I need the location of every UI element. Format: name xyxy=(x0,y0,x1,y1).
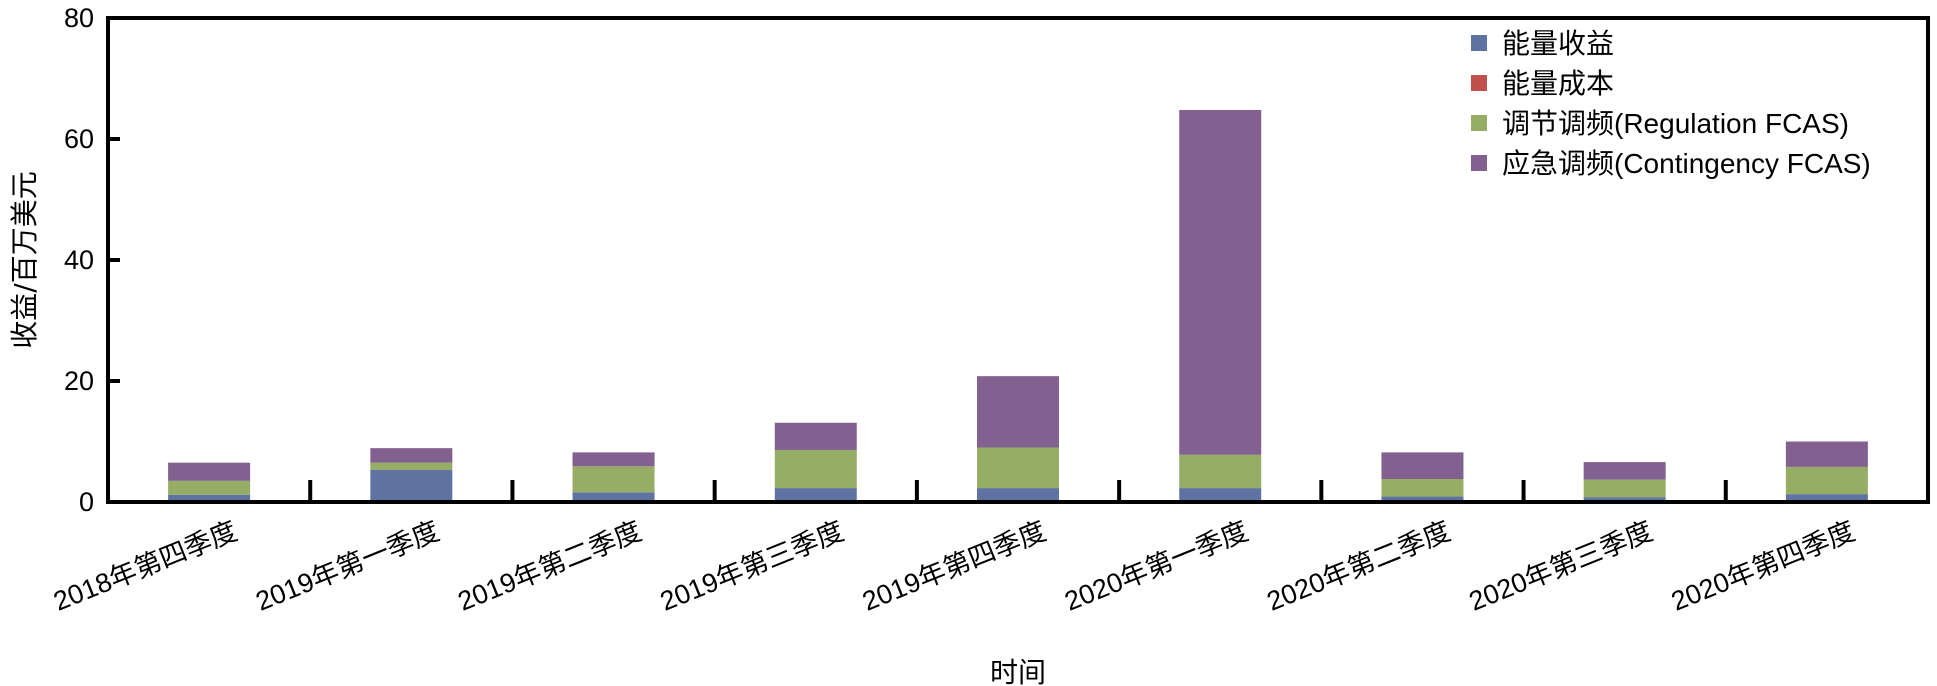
bar-segment-s0-c4 xyxy=(977,488,1059,502)
y-tick-label: 60 xyxy=(64,124,94,154)
y-tick-label: 80 xyxy=(64,3,94,33)
x-tick-label: 2019年第四季度 xyxy=(858,516,1050,617)
bar-segment-s3-c8 xyxy=(1785,441,1868,467)
bar-segment-s0-c5 xyxy=(1179,488,1262,502)
y-tick-label: 20 xyxy=(64,366,94,396)
legend-swatch xyxy=(1471,115,1487,131)
y-axis: 0 20 40 60 80 xyxy=(64,3,120,517)
bar-segment-s2-c2 xyxy=(572,466,655,493)
bar-segment-s2-c5 xyxy=(1179,454,1262,489)
bars-layer xyxy=(168,109,1868,502)
legend-swatch xyxy=(1471,75,1487,91)
bar-segment-s0-c2 xyxy=(572,492,655,502)
bar-segment-s3-c7 xyxy=(1583,462,1666,480)
x-tick-label: 2020年第三季度 xyxy=(1465,516,1657,617)
bar-segment-s0-c8 xyxy=(1785,494,1868,502)
x-tick-label: 2019年第一季度 xyxy=(251,516,443,617)
bar-segment-s0-c1 xyxy=(370,469,453,502)
x-tick-label: 2020年第四季度 xyxy=(1667,516,1859,617)
y-tick-label: 40 xyxy=(64,245,94,275)
legend-label: 调节调频(Regulation FCAS) xyxy=(1502,108,1849,139)
bar-segment-s3-c4 xyxy=(977,376,1059,448)
y-axis-title: 收益/百万美元 xyxy=(8,171,41,348)
bar-segment-s0-c0 xyxy=(168,494,251,502)
bar-segment-s0-c3 xyxy=(774,488,857,502)
bar-segment-s0-c7 xyxy=(1583,497,1666,502)
legend-label: 应急调频(Contingency FCAS) xyxy=(1502,148,1871,179)
bar-segment-s2-c8 xyxy=(1785,466,1868,495)
x-axis-title: 时间 xyxy=(990,656,1046,686)
bar-segment-s2-c0 xyxy=(168,480,251,495)
x-tick-label: 2018年第四季度 xyxy=(49,516,241,617)
bar-segment-s3-c6 xyxy=(1381,452,1464,480)
x-tick-label: 2020年第二季度 xyxy=(1263,516,1455,617)
bar-segment-s2-c7 xyxy=(1583,479,1666,498)
legend-label: 能量收益 xyxy=(1502,28,1614,59)
bar-segment-s2-c4 xyxy=(977,447,1059,489)
bar-segment-s2-c1 xyxy=(370,462,453,470)
bar-segment-s2-c6 xyxy=(1381,479,1464,497)
bar-segment-s3-c2 xyxy=(572,452,655,467)
x-tick-label: 2020年第一季度 xyxy=(1060,516,1252,617)
legend-swatch xyxy=(1471,155,1487,171)
bar-segment-s3-c5 xyxy=(1179,109,1262,455)
legend-swatch xyxy=(1471,35,1487,51)
bar-segment-s2-c3 xyxy=(774,449,857,489)
bar-segment-s3-c3 xyxy=(774,422,857,450)
bar-segment-s0-c6 xyxy=(1381,496,1464,502)
bar-segment-s3-c0 xyxy=(168,462,251,481)
legend-label: 能量成本 xyxy=(1502,68,1614,99)
y-tick-label: 0 xyxy=(79,487,94,517)
bar-segment-s3-c1 xyxy=(370,448,453,463)
x-tick-label: 2019年第二季度 xyxy=(454,516,646,617)
x-tick-label: 2019年第三季度 xyxy=(656,516,848,617)
